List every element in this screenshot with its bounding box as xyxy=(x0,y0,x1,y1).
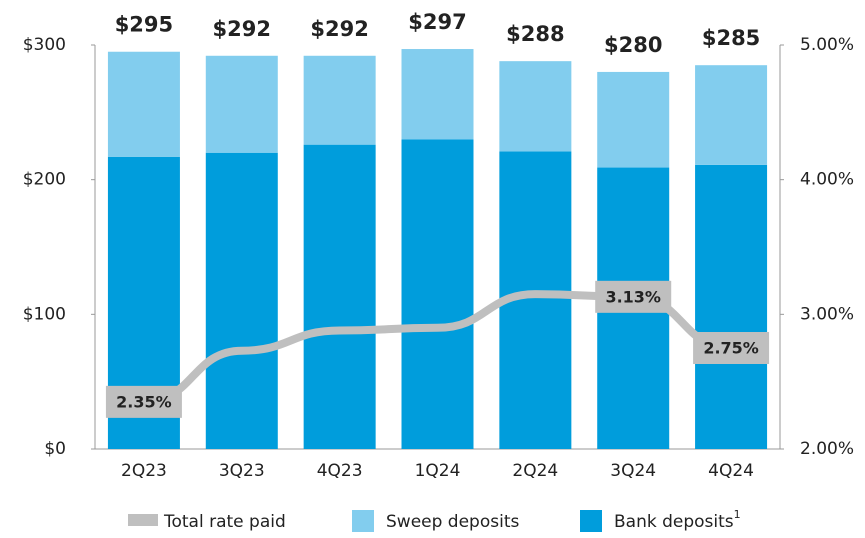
bar-segment xyxy=(107,51,180,157)
total-label: $295 xyxy=(115,13,173,37)
legend-label: Sweep deposits xyxy=(386,512,519,532)
bar-segment xyxy=(401,49,474,140)
y2-tick-label: 2.00% xyxy=(800,439,854,459)
total-label: $292 xyxy=(213,17,271,41)
rate-label-box xyxy=(105,385,182,418)
x-tick-label: 2Q23 xyxy=(121,461,167,481)
bar-segment xyxy=(499,61,572,152)
y-tick-label: $300 xyxy=(23,35,66,55)
total-label: $288 xyxy=(506,22,564,46)
legend-label: Total rate paid xyxy=(163,512,286,532)
y2-tick-label: 3.00% xyxy=(800,304,854,324)
x-tick-label: 4Q24 xyxy=(708,461,754,481)
x-tick-label: 3Q24 xyxy=(610,461,656,481)
x-tick-label: 2Q24 xyxy=(512,461,558,481)
rate-label-box xyxy=(693,332,770,364)
bar-segment xyxy=(205,152,278,449)
legend-swatch xyxy=(580,510,602,532)
x-tick-label: 1Q24 xyxy=(415,461,461,481)
legend-swatch xyxy=(352,510,374,532)
bar-segment xyxy=(303,55,376,145)
bar-segment xyxy=(303,144,376,450)
x-tick-label: 3Q23 xyxy=(219,461,265,481)
y2-tick-label: 5.00% xyxy=(800,35,854,55)
rate-label-box xyxy=(595,280,672,313)
total-label: $285 xyxy=(702,26,760,50)
footnote-marker: 1 xyxy=(734,508,741,521)
y-tick-label: $200 xyxy=(23,170,66,190)
legend-swatch xyxy=(128,514,158,526)
bar-segment xyxy=(695,164,768,449)
y2-tick-label: 4.00% xyxy=(800,170,854,190)
rate-label: 3.13% xyxy=(605,287,661,306)
x-tick-label: 4Q23 xyxy=(317,461,363,481)
bar-segment xyxy=(205,55,278,153)
rate-label: 2.35% xyxy=(116,392,172,411)
total-label: $292 xyxy=(310,17,368,41)
bar-segment xyxy=(695,65,768,165)
y-tick-label: $0 xyxy=(44,439,66,459)
total-label: $297 xyxy=(408,10,466,34)
y-tick-label: $100 xyxy=(23,304,66,324)
bar-segment xyxy=(597,71,670,168)
total-label: $280 xyxy=(604,33,662,57)
legend-label: Bank deposits1 xyxy=(614,508,741,532)
bar-segment xyxy=(401,139,474,449)
rate-label: 2.75% xyxy=(703,339,759,358)
